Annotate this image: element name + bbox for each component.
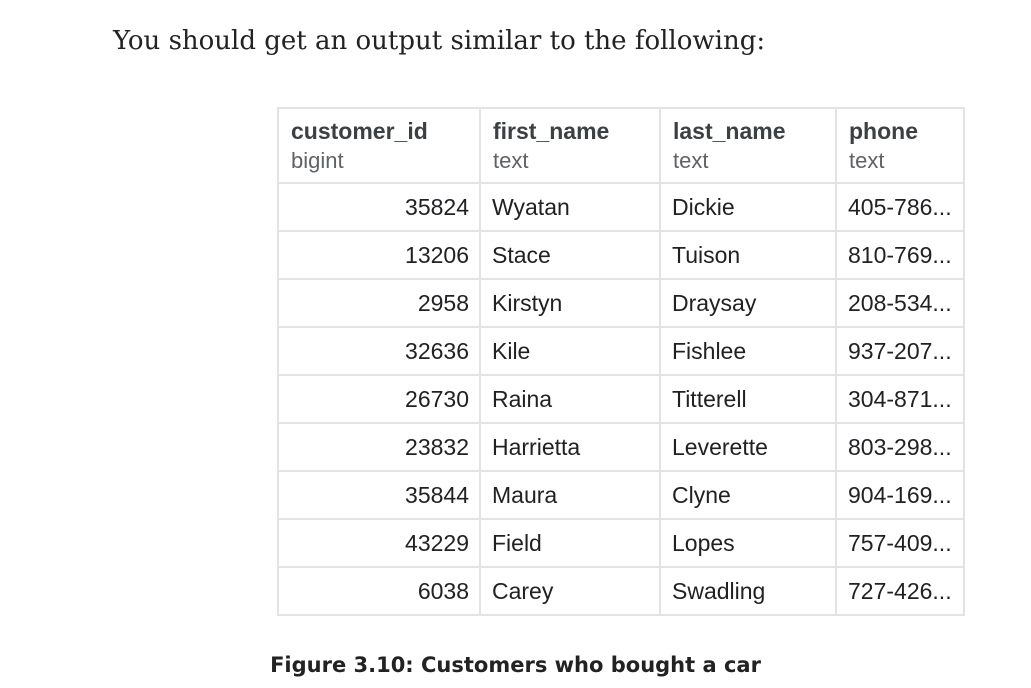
table-row: 23832 Harrietta Leverette 803-298... <box>277 422 965 472</box>
column-name: phone <box>849 118 918 144</box>
table-header-row: customer_id bigint first_name text last_… <box>277 107 965 184</box>
table-row: 6038 Carey Swadling 727-426... <box>277 566 965 616</box>
column-header-first-name: first_name text <box>479 107 661 184</box>
cell-last-name: Clyne <box>659 470 837 520</box>
cell-phone: 803-298... <box>835 422 965 472</box>
intro-text: You should get an output similar to the … <box>113 26 766 56</box>
cell-first-name: Harrietta <box>479 422 661 472</box>
cell-customer-id: 2958 <box>277 278 481 328</box>
cell-phone: 727-426... <box>835 566 965 616</box>
column-name: last_name <box>673 118 786 144</box>
cell-last-name: Lopes <box>659 518 837 568</box>
column-header-phone: phone text <box>835 107 965 184</box>
cell-last-name: Fishlee <box>659 326 837 376</box>
table-row: 43229 Field Lopes 757-409... <box>277 518 965 568</box>
cell-customer-id: 32636 <box>277 326 481 376</box>
table-row: 35844 Maura Clyne 904-169... <box>277 470 965 520</box>
cell-phone: 208-534... <box>835 278 965 328</box>
cell-phone: 810-769... <box>835 230 965 280</box>
cell-customer-id: 23832 <box>277 422 481 472</box>
cell-first-name: Maura <box>479 470 661 520</box>
table-row: 2958 Kirstyn Draysay 208-534... <box>277 278 965 328</box>
cell-last-name: Tuison <box>659 230 837 280</box>
cell-first-name: Raina <box>479 374 661 424</box>
cell-customer-id: 43229 <box>277 518 481 568</box>
figure-caption: Figure 3.10: Customers who bought a car <box>270 653 761 677</box>
cell-customer-id: 35824 <box>277 182 481 232</box>
cell-first-name: Kile <box>479 326 661 376</box>
cell-customer-id: 6038 <box>277 566 481 616</box>
table-row: 26730 Raina Titterell 304-871... <box>277 374 965 424</box>
cell-first-name: Wyatan <box>479 182 661 232</box>
column-name: customer_id <box>291 118 428 144</box>
column-name: first_name <box>493 118 610 144</box>
cell-last-name: Leverette <box>659 422 837 472</box>
column-header-customer-id: customer_id bigint <box>277 107 481 184</box>
cell-customer-id: 13206 <box>277 230 481 280</box>
cell-first-name: Kirstyn <box>479 278 661 328</box>
cell-phone: 937-207... <box>835 326 965 376</box>
cell-first-name: Field <box>479 518 661 568</box>
cell-phone: 405-786... <box>835 182 965 232</box>
cell-last-name: Swadling <box>659 566 837 616</box>
table-row: 32636 Kile Fishlee 937-207... <box>277 326 965 376</box>
column-type: text <box>673 148 709 173</box>
cell-phone: 904-169... <box>835 470 965 520</box>
table-row: 13206 Stace Tuison 810-769... <box>277 230 965 280</box>
cell-last-name: Titterell <box>659 374 837 424</box>
cell-phone: 304-871... <box>835 374 965 424</box>
query-result-table: customer_id bigint first_name text last_… <box>277 107 965 616</box>
cell-phone: 757-409... <box>835 518 965 568</box>
table-row: 35824 Wyatan Dickie 405-786... <box>277 182 965 232</box>
column-type: text <box>849 148 885 173</box>
cell-customer-id: 35844 <box>277 470 481 520</box>
cell-customer-id: 26730 <box>277 374 481 424</box>
column-type: text <box>493 148 529 173</box>
column-type: bigint <box>291 148 344 173</box>
cell-last-name: Draysay <box>659 278 837 328</box>
cell-last-name: Dickie <box>659 182 837 232</box>
cell-first-name: Stace <box>479 230 661 280</box>
column-header-last-name: last_name text <box>659 107 837 184</box>
cell-first-name: Carey <box>479 566 661 616</box>
